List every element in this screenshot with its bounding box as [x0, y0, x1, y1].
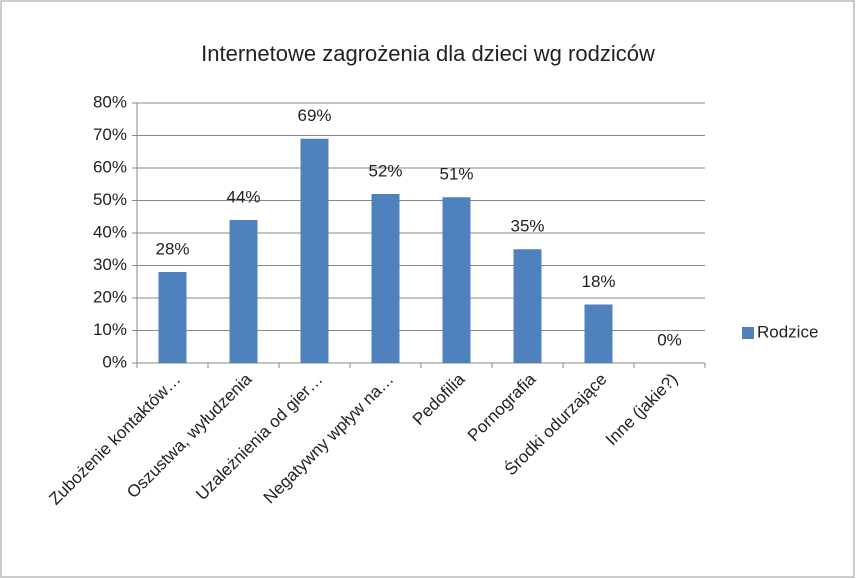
legend-label: Rodzice [757, 322, 818, 341]
data-label: 35% [510, 217, 544, 236]
y-tick-label: 50% [93, 190, 127, 209]
bar [158, 272, 187, 363]
data-label: 18% [581, 272, 615, 291]
y-tick-label: 80% [93, 92, 127, 111]
data-label: 44% [226, 187, 260, 206]
legend-swatch [742, 327, 754, 339]
y-tick-label: 30% [93, 255, 127, 274]
bar [229, 220, 258, 363]
bar [513, 249, 542, 363]
bar [584, 304, 613, 363]
bar [371, 194, 400, 363]
y-tick-label: 40% [93, 222, 127, 241]
y-tick-label: 60% [93, 157, 127, 176]
chart-title: Internetowe zagrożenia dla dzieci wg rod… [201, 41, 655, 66]
y-tick-label: 0% [102, 352, 127, 371]
data-label: 69% [297, 106, 331, 125]
y-tick-label: 70% [93, 125, 127, 144]
y-tick-label: 10% [93, 320, 127, 339]
bar [300, 138, 329, 363]
y-tick-label: 20% [93, 287, 127, 306]
data-label: 52% [368, 161, 402, 180]
bar [442, 197, 471, 363]
data-label: 28% [155, 239, 189, 258]
data-label: 0% [657, 330, 682, 349]
data-label: 51% [439, 165, 473, 184]
